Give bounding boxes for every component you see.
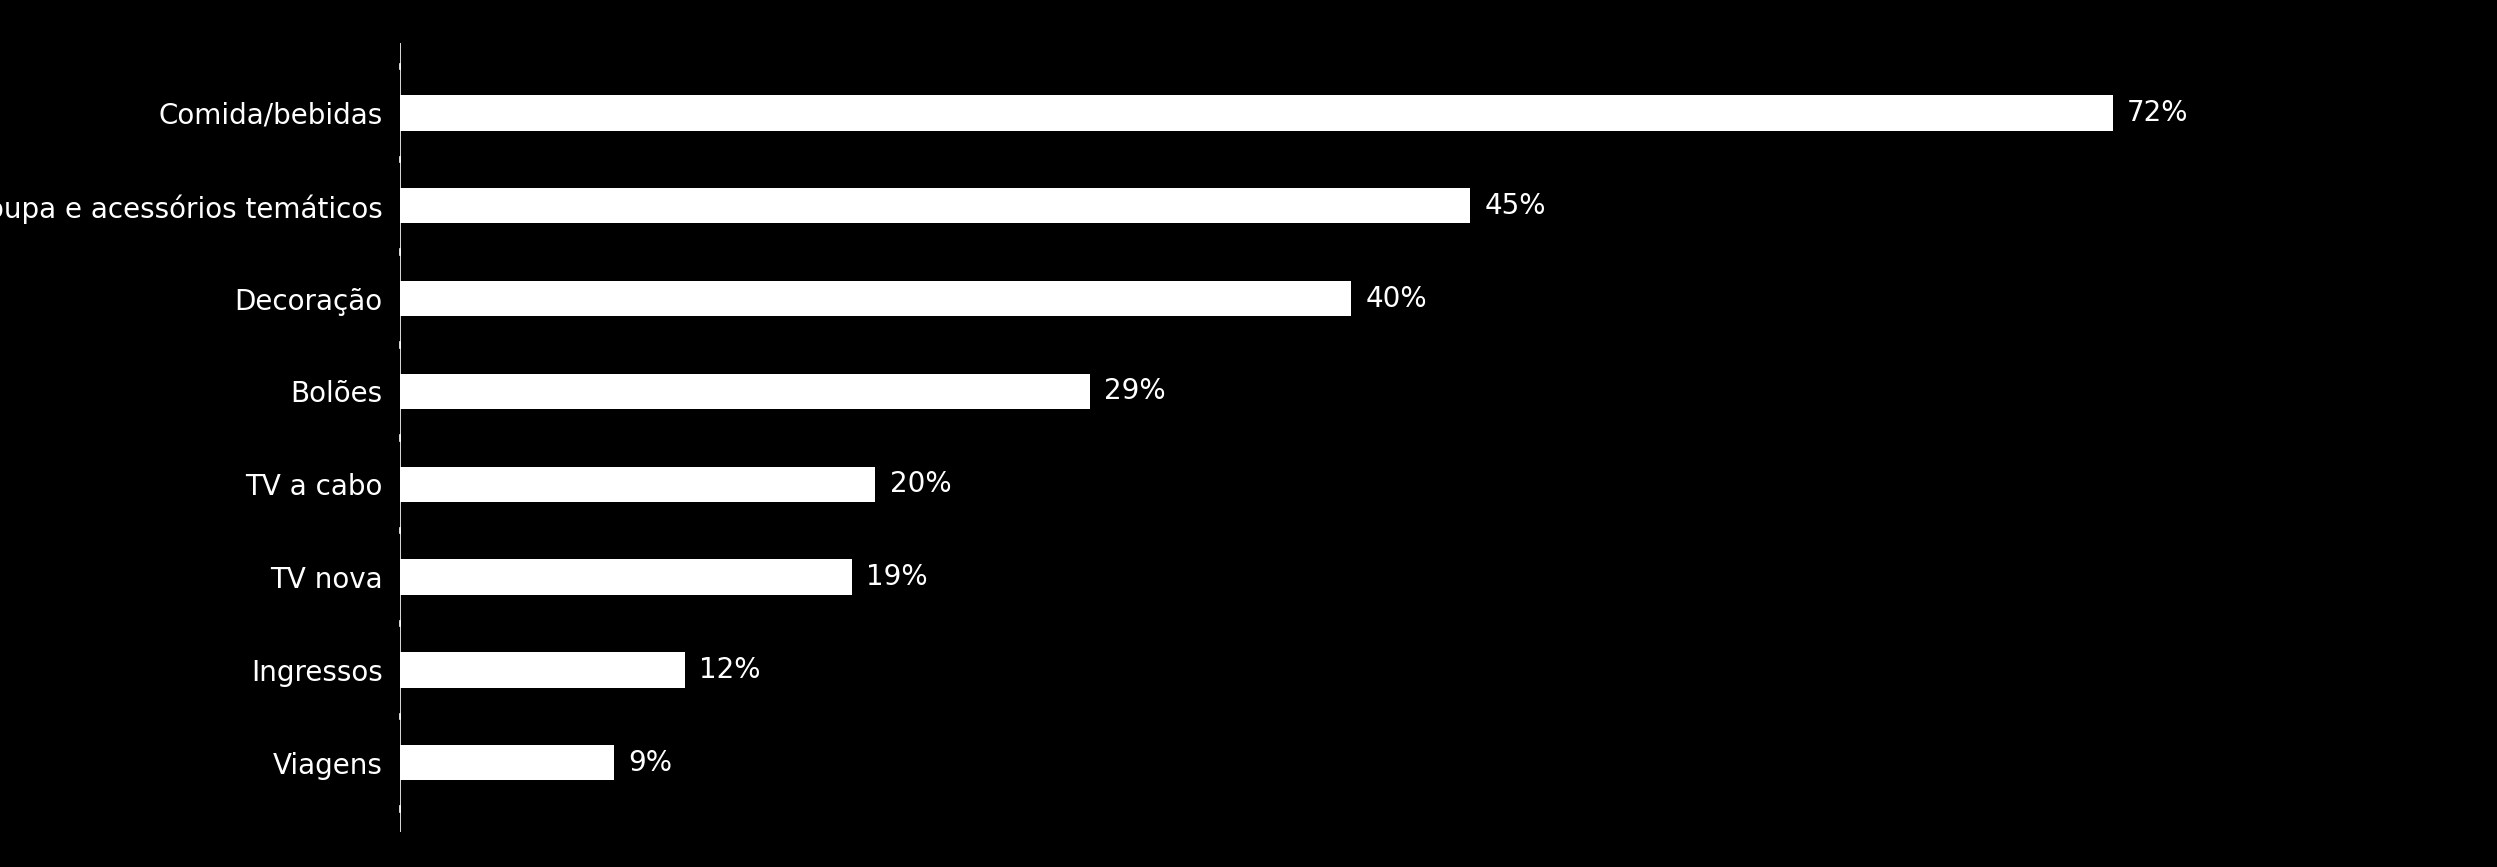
Text: 12%: 12%: [699, 655, 762, 684]
Bar: [400, 281, 1351, 316]
Text: 29%: 29%: [1104, 377, 1166, 406]
Text: 20%: 20%: [889, 470, 951, 499]
Text: 45%: 45%: [1486, 192, 1546, 220]
Bar: [400, 745, 614, 780]
Bar: [400, 652, 684, 688]
Bar: [400, 188, 1471, 224]
Text: 72%: 72%: [2127, 99, 2187, 127]
Bar: [400, 466, 876, 502]
Text: 19%: 19%: [866, 563, 926, 591]
Text: 40%: 40%: [1366, 284, 1428, 313]
Bar: [400, 374, 1089, 409]
Text: 9%: 9%: [627, 749, 672, 777]
Bar: [400, 559, 851, 595]
Bar: [400, 95, 2112, 131]
